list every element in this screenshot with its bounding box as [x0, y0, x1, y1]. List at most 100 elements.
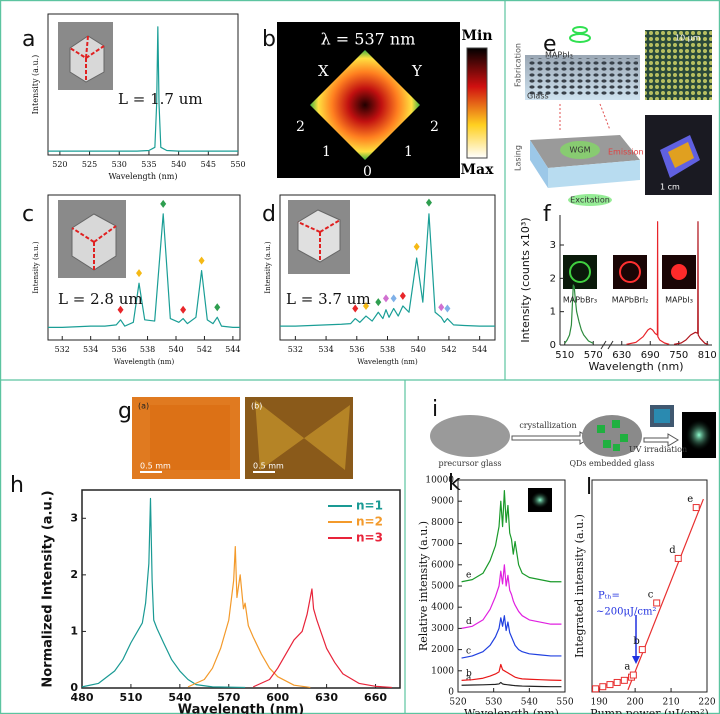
- data-line: [462, 682, 562, 686]
- x-tick-label: 545: [201, 160, 216, 169]
- y-tick-label: 0: [550, 340, 556, 351]
- text: Excitation: [570, 196, 610, 205]
- x-axis-label: Wavelength (nm): [357, 358, 418, 366]
- data-line: [82, 498, 245, 687]
- text: WGM: [569, 146, 590, 155]
- axis-tick: 2: [296, 119, 305, 135]
- annotation: L = 1.7 um: [118, 90, 203, 108]
- peak-marker: [180, 306, 186, 314]
- x-tick-label: 530: [485, 698, 502, 708]
- x-tick-label: 530: [112, 160, 127, 169]
- legend-label: n=2: [356, 515, 383, 529]
- plot-frame: [592, 480, 707, 692]
- data-point: [593, 686, 599, 692]
- x-tick-label: 510: [555, 350, 574, 361]
- data-point: [621, 677, 627, 683]
- y-axis-label: Normalized Intensity (a.u.): [41, 490, 56, 687]
- x-tick-label: 542: [197, 345, 212, 354]
- x-tick-label: 544: [472, 345, 487, 354]
- point-label: c: [648, 589, 654, 600]
- y-tick-label: 3: [550, 240, 556, 251]
- peak-marker: [438, 303, 444, 311]
- panel-b: b λ = 537 nm X Y 2 1 0 1 2 Min Max: [262, 22, 494, 180]
- x-tick-label: 540: [168, 345, 183, 354]
- colorbar-label: Min: [462, 28, 493, 44]
- x-tick-label: 540: [411, 345, 426, 354]
- peak-marker: [383, 294, 389, 302]
- y-axis-label: Intensity (a.u.): [264, 241, 272, 293]
- y-tick-label: 3000: [431, 624, 454, 634]
- y-tick-label: 9000: [431, 497, 454, 507]
- text: QDs embedded glass: [569, 459, 654, 468]
- data-point: [600, 684, 606, 690]
- annotation: ~200μJ/cm²: [596, 607, 656, 618]
- x-tick-label: 660: [364, 691, 387, 704]
- panel-letter: a: [22, 27, 35, 52]
- peak-marker: [400, 292, 406, 300]
- data-line: [188, 547, 310, 688]
- wavelength-label: λ = 537 nm: [321, 30, 416, 49]
- x-tick-label: 536: [111, 345, 126, 354]
- axis-tick: 0: [363, 164, 372, 180]
- point-label: a: [624, 662, 630, 673]
- y-axis-label: Intensity (counts x10³): [519, 217, 532, 342]
- y-tick-label: 1: [70, 624, 78, 637]
- x-axis-label: Wavelength (nm): [464, 707, 559, 714]
- peak-marker: [160, 200, 166, 208]
- x-tick-label: 630: [315, 691, 338, 704]
- legend-label: n=3: [356, 531, 383, 545]
- y-tick-label: 10000: [425, 476, 454, 486]
- x-tick-label: 190: [591, 698, 608, 708]
- data-point: [693, 505, 699, 511]
- x-tick-label: 540: [521, 698, 538, 708]
- peak-marker: [136, 269, 142, 277]
- series-label: MAPbBr₃: [563, 296, 597, 305]
- text: (b): [251, 402, 262, 411]
- text: UV irradiation: [629, 445, 687, 454]
- text: (a): [138, 402, 149, 411]
- y-tick-label: 2: [550, 273, 556, 284]
- annotation: L = 2.8 um: [58, 290, 143, 308]
- text: precursor glass: [438, 459, 501, 468]
- x-tick-label: 550: [230, 160, 245, 169]
- text: 0.5 mm: [140, 462, 171, 471]
- panel-letter: g: [118, 399, 132, 424]
- point-label: e: [687, 494, 693, 505]
- y-tick-label: 7000: [431, 539, 454, 549]
- x-axis-label: Wavelength (nm): [588, 360, 683, 373]
- data-point: [675, 555, 681, 561]
- peak-marker: [444, 304, 450, 312]
- data-point: [654, 600, 660, 606]
- x-tick-label: 220: [698, 698, 715, 708]
- text: MAPbI₃: [545, 51, 573, 60]
- panel-letter: f: [543, 202, 552, 227]
- x-tick-label: 538: [140, 345, 155, 354]
- text: 10 μm: [675, 34, 701, 43]
- x-tick-label: 810: [698, 350, 717, 361]
- panel-letter: h: [10, 473, 24, 498]
- y-tick-label: 1000: [431, 666, 454, 676]
- panel-letter: d: [262, 202, 276, 227]
- text: 0.5 mm: [253, 462, 284, 471]
- x-axis-label: Wavelength (nm): [178, 703, 304, 714]
- panel-letter: c: [22, 202, 34, 227]
- text: Fabrication: [514, 43, 523, 87]
- y-tick-label: 1: [550, 307, 556, 318]
- series-label: MAPbBrI₂: [612, 296, 649, 305]
- y-tick-label: 0: [70, 681, 78, 694]
- data-point: [639, 647, 645, 653]
- x-tick-label: 542: [441, 345, 456, 354]
- peak-marker: [375, 298, 381, 306]
- x-tick-label: 538: [380, 345, 395, 354]
- x-tick-label: 550: [556, 698, 573, 708]
- x-tick-label: 520: [52, 160, 67, 169]
- series-label: MAPbI₃: [665, 296, 693, 305]
- figure: b λ = 537 nm X Y 2 1 0 1 2 Min Max e Fab…: [0, 0, 720, 714]
- panel-letter: l: [586, 475, 592, 500]
- colorbar-label: Max: [461, 162, 495, 178]
- x-tick-label: 525: [82, 160, 97, 169]
- annotation: L = 3.7 um: [286, 290, 371, 308]
- legend-label: n=1: [356, 499, 383, 513]
- peak-marker: [414, 243, 420, 251]
- text: 1 cm: [660, 183, 680, 192]
